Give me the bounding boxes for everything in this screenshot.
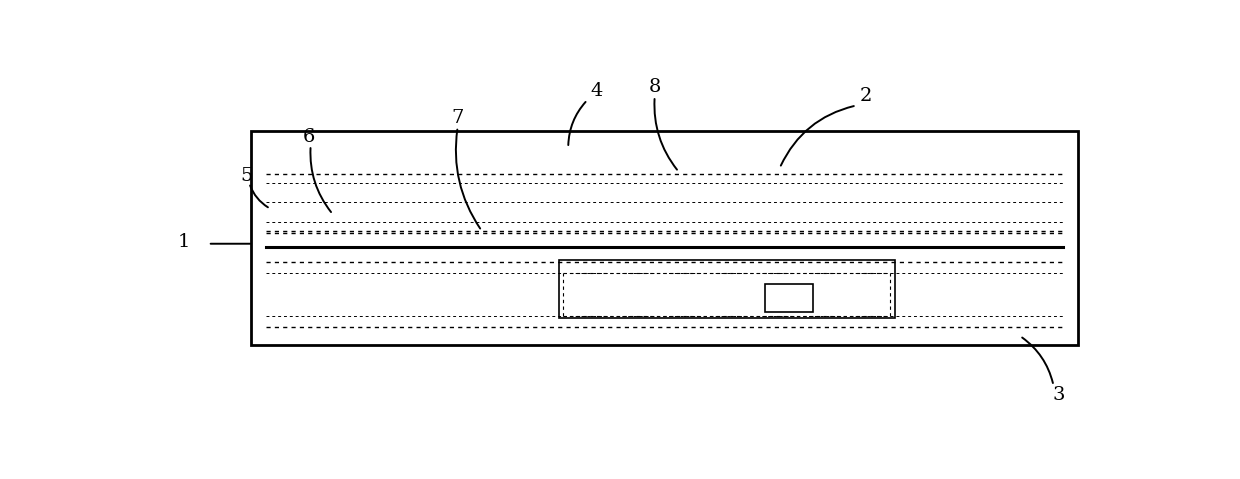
Text: 8: 8 (649, 78, 661, 96)
Text: 3: 3 (1052, 386, 1065, 404)
Text: 4: 4 (591, 82, 603, 100)
Text: 1: 1 (177, 233, 190, 251)
Bar (558, 261, 895, 318)
Text: 6: 6 (303, 128, 315, 146)
Bar (765, 285, 813, 312)
Text: 7: 7 (451, 109, 464, 127)
Text: 5: 5 (241, 167, 253, 184)
Text: 2: 2 (861, 87, 872, 105)
Bar (250, 131, 1078, 345)
